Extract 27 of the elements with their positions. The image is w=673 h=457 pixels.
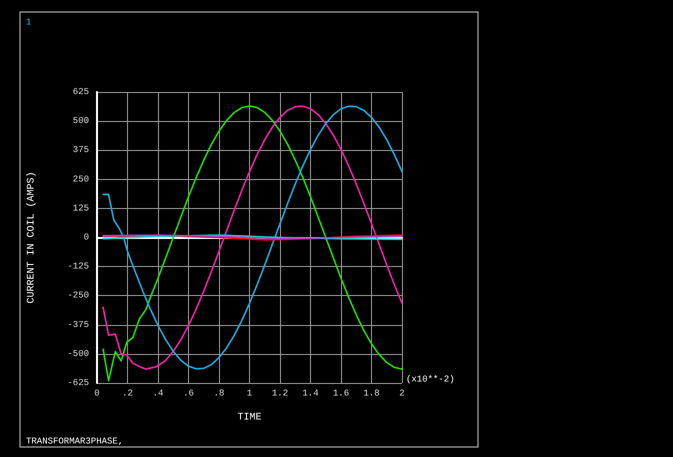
y-tick-label: 625: [72, 87, 89, 97]
x-tick-label: 1.4: [302, 388, 319, 398]
x-tick-label: .4: [152, 388, 164, 398]
x-tick-label: 1.6: [332, 388, 350, 398]
y-tick-label: -250: [67, 290, 89, 301]
text: 1: [26, 18, 32, 28]
x-tick-label: 1: [246, 388, 252, 398]
x-tick-label: 0: [94, 388, 100, 398]
x-tick-label: 1.8: [363, 388, 380, 398]
text: TRANSFORMAR3PHASE,: [26, 436, 124, 446]
y-tick-label: 0: [84, 232, 89, 242]
y-tick-label: -125: [67, 262, 89, 272]
y-tick-label: -500: [67, 348, 89, 359]
y-tick-label: 250: [72, 174, 89, 184]
x-axis-title: TIME: [237, 412, 262, 424]
x-tick-label: 2: [399, 388, 405, 398]
y-tick-label: 500: [72, 116, 89, 126]
y-tick-label: 125: [72, 203, 89, 214]
y-tick-label: -375: [67, 320, 89, 330]
text: (x10**-2): [406, 374, 455, 384]
x-tick-label: .8: [214, 388, 224, 398]
y-axis-title: CURRENT IN COIL (AMPS): [26, 171, 38, 304]
y-tick-label: -625: [67, 378, 89, 388]
x-tick-label: .6: [183, 388, 194, 398]
y-tick-label: 375: [72, 145, 89, 156]
x-tick-label: 1.2: [272, 388, 288, 398]
x-tick-label: .2: [122, 388, 133, 398]
